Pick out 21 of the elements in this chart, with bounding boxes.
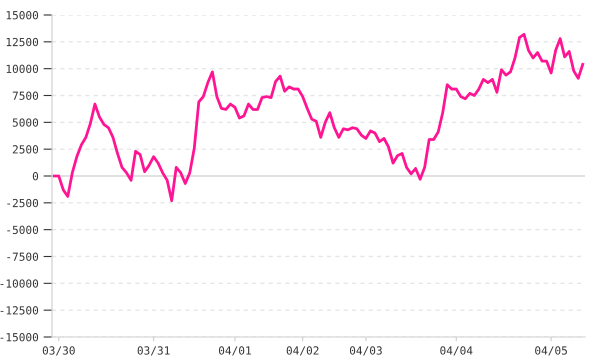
x-tick-label: 04/01	[218, 346, 251, 356]
y-tick-label: 7500	[12, 92, 38, 100]
y-tick-label: -7500	[7, 252, 38, 261]
x-tick-label: 04/05	[535, 346, 567, 356]
y-tick-label: -12500	[0, 306, 38, 315]
x-tick-label: 04/04	[440, 346, 472, 356]
y-tick-label: 0	[32, 172, 38, 180]
x-tick-label: 03/31	[138, 346, 170, 356]
y-tick-label: 2500	[12, 145, 38, 154]
y-tick-label: 5000	[12, 118, 38, 127]
y-tick-label: 10000	[6, 64, 38, 74]
y-tick-label: -5000	[7, 226, 38, 234]
line-series	[52, 32, 584, 202]
y-tick-label: -2500	[7, 198, 38, 208]
x-tick-label: 04/03	[350, 346, 382, 356]
y-tick-label: -15000	[0, 333, 38, 342]
y-tick-label: 12500	[6, 38, 38, 46]
x-tick-label: 03/30	[42, 346, 75, 356]
y-tick-label: -10000	[0, 279, 38, 288]
x-tick-label: 04/02	[286, 346, 318, 356]
y-tick-label: 15000	[6, 11, 38, 20]
